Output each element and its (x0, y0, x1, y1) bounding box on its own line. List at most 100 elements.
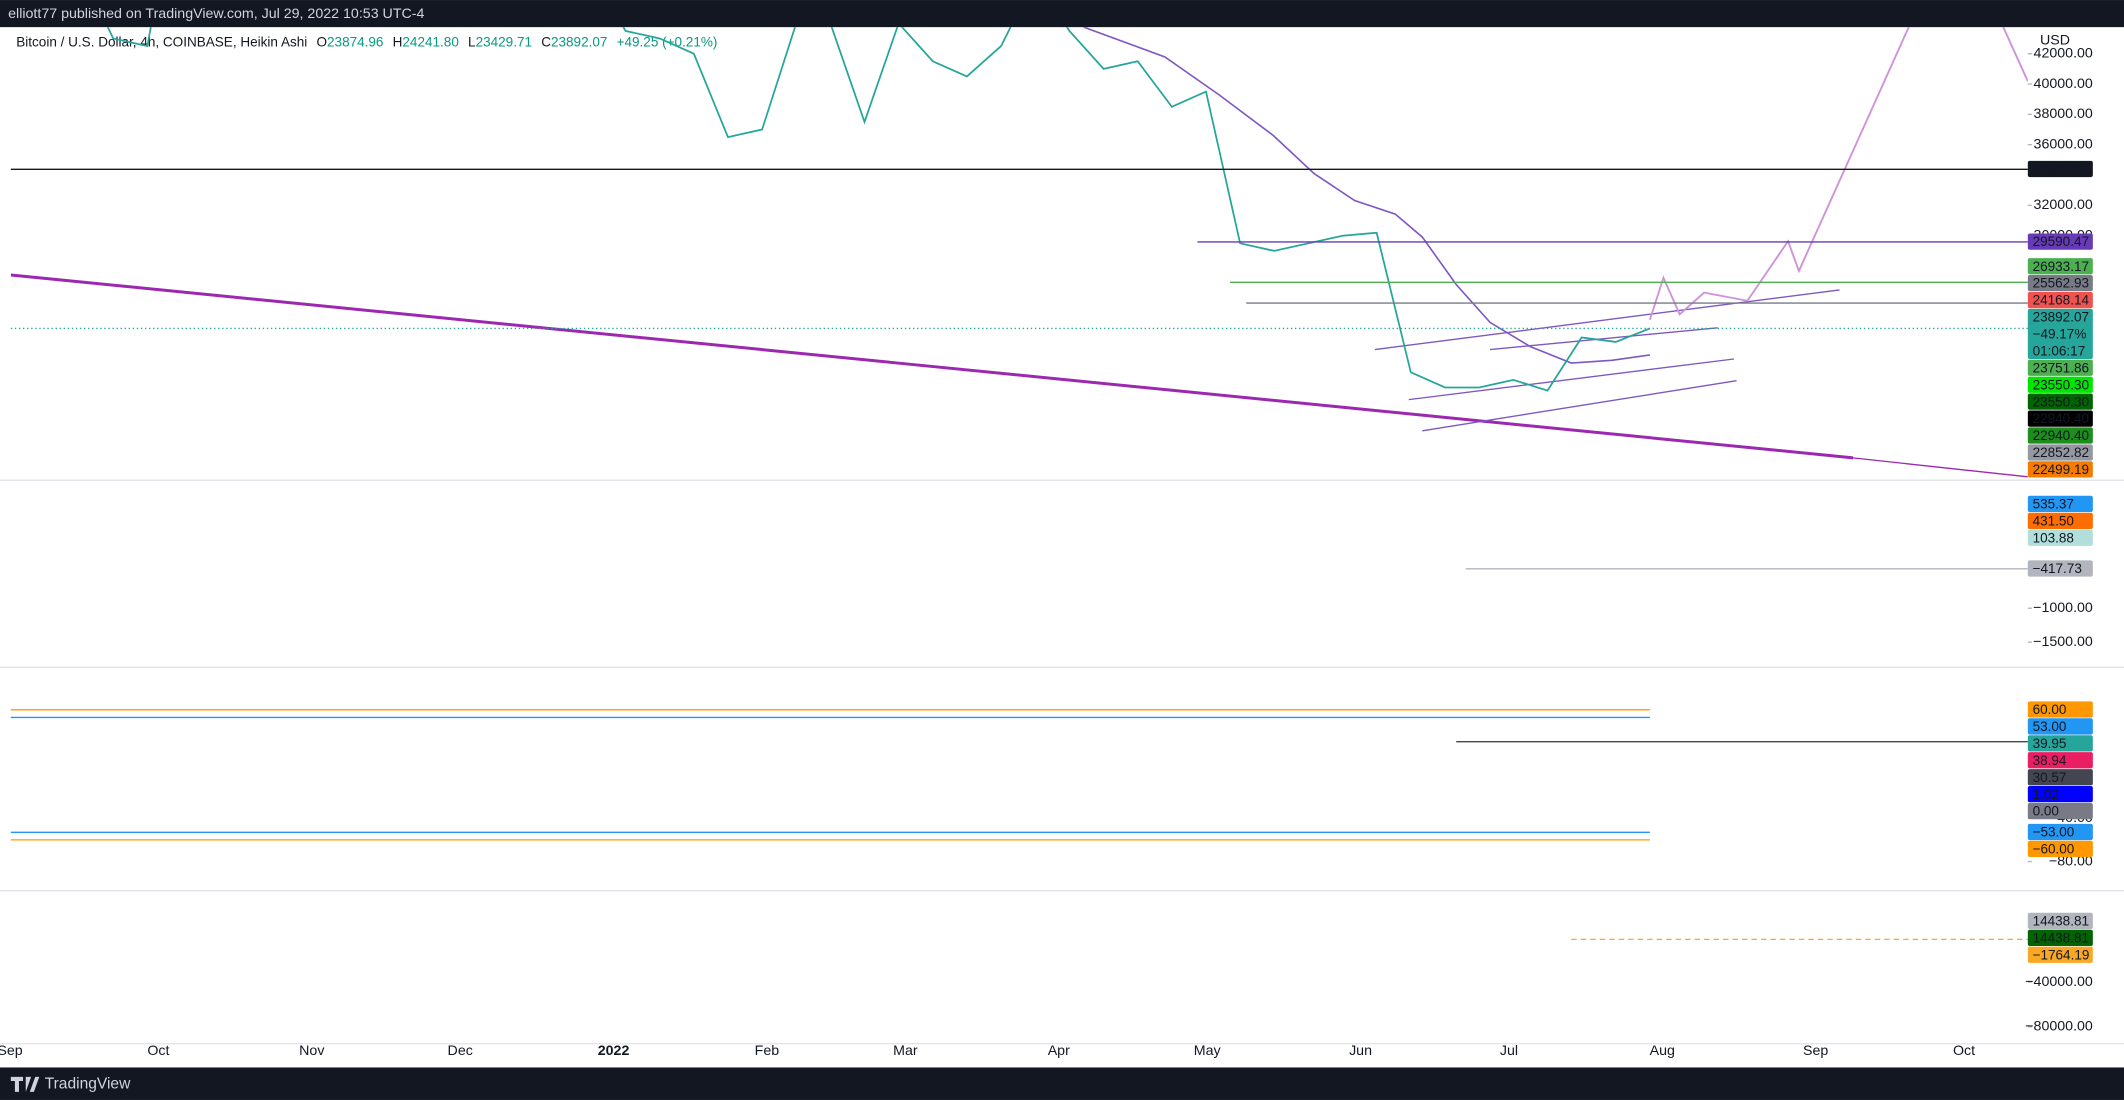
x-tick-label: Mar (893, 1043, 918, 1059)
ohlc-value: 23874.96 (327, 34, 383, 49)
x-tick-label: Jul (1500, 1043, 1518, 1059)
price-tag-label: 29590.47 (2033, 234, 2089, 249)
y-tick-label: −1500.00 (2033, 634, 2093, 650)
price-change: −49.17% (2033, 327, 2087, 342)
price-tag-label: 26933.17 (2033, 259, 2089, 274)
y-tick-label: −40000.00 (2025, 974, 2093, 990)
price-tag-label: 25562.93 (2033, 276, 2089, 291)
y-tick-label: 40000.00 (2034, 76, 2093, 92)
x-tick-label: Nov (299, 1043, 325, 1059)
symbol-legend: Bitcoin / U.S. Dollar, 4h, COINBASE, Hei… (16, 34, 717, 49)
price-tag-label: 22940.40 (2033, 428, 2089, 443)
x-tick-label: Jun (1349, 1043, 1372, 1059)
ohlc-value: 23892.07 (551, 34, 607, 49)
price-tag (2027, 735, 2093, 752)
price-tag-label: 535.37 (2033, 497, 2074, 512)
x-tick-label: Oct (147, 1043, 169, 1059)
price-tag-label: −417.73 (2033, 561, 2082, 576)
price-tag-label: 0.00 (2033, 804, 2059, 819)
price-tag-label: 22499.19 (2033, 462, 2089, 477)
price-tag (2027, 912, 2093, 930)
price-tag-label: 23892.07 (2033, 310, 2089, 325)
price-tag-label: 431.50 (2033, 513, 2074, 528)
price-tag-label: 23550.30 (2033, 377, 2089, 392)
pane-separators (0, 479, 2124, 1045)
x-tick-label: May (1194, 1043, 1222, 1059)
price-tag (2027, 560, 2093, 577)
price-tag-label: 24168.14 (2033, 293, 2090, 308)
price-tag (2027, 529, 2093, 546)
price-tag-label: −60.00 (2033, 841, 2075, 856)
channel-line (1489, 327, 1718, 351)
price-tag-label: 14438.81 (2033, 914, 2089, 929)
price-tag (2027, 840, 2093, 858)
price-tag (2027, 802, 2093, 820)
bar-countdown: 01:06:17 (2033, 343, 2086, 358)
price-tag (2027, 427, 2093, 444)
price-tag-label: 39.95 (2033, 736, 2067, 751)
price-tag (2027, 444, 2093, 461)
channel-line (1374, 289, 1840, 351)
y-tick-label: −1000.00 (2033, 600, 2093, 616)
x-tick-label: 2022 (598, 1043, 630, 1059)
y-tick-label: 36000.00 (2034, 136, 2093, 152)
brand-logo (10, 1076, 40, 1092)
brand-name: TradingView (45, 1075, 131, 1092)
price-tag-label: 1.02 (2033, 787, 2059, 802)
publisher-text: elliott77 published on TradingView.com, … (8, 6, 424, 22)
ohlc-key: O (316, 34, 327, 49)
symbol: Bitcoin / U.S. Dollar, 4h, COINBASE, Hei… (16, 34, 307, 49)
legend-backdrop (10, 29, 656, 55)
price-tag-label: 60.00 (2033, 702, 2067, 717)
price-tag (2027, 233, 2093, 250)
price-tag (2027, 786, 2093, 803)
ohlc-key: C (541, 34, 551, 49)
price-tag (2027, 308, 2093, 360)
ohlc-key: H (393, 34, 403, 49)
price-tag-label: 22940.40 (2033, 411, 2089, 426)
price-tag (2027, 769, 2093, 786)
price-line (106, 27, 1651, 392)
price-tag-label: 23550.30 (2033, 394, 2089, 409)
price-tag (2027, 512, 2093, 529)
moving-average (1083, 27, 1651, 364)
price-tag-label: −53.00 (2033, 825, 2075, 840)
drawings (10, 27, 2028, 478)
price-tag (2027, 461, 2093, 478)
footer-bar (0, 1067, 2124, 1100)
x-tick-label: Sep (0, 1043, 23, 1059)
price-tag (2027, 410, 2093, 427)
x-tick-label: Apr (1048, 1043, 1070, 1059)
price-tag-label: 14438.81 (2033, 930, 2089, 945)
projection-path (2002, 27, 2028, 82)
price-tag-label: 22852.82 (2033, 445, 2089, 460)
price-tag (2027, 946, 2093, 963)
x-tick-label: Sep (1803, 1043, 1828, 1059)
price-tag (2027, 495, 2093, 513)
x-tick-label: Aug (1650, 1043, 1675, 1059)
price-tag (2027, 929, 2093, 946)
currency: USD (2040, 32, 2070, 48)
projection-path (1648, 27, 1910, 321)
price-tag (2027, 393, 2093, 410)
price-tag-label: −1764.19 (2033, 947, 2090, 962)
publisher-bar (0, 0, 2124, 28)
price-tag-label: 23751.86 (2033, 360, 2089, 375)
price-tag (2027, 752, 2093, 769)
price-tag (2027, 701, 2093, 718)
y-tick-label: 42000.00 (2034, 45, 2093, 61)
ohlc-key: L (468, 34, 476, 49)
price-tag (2027, 291, 2093, 309)
price-tag-label: 30.57 (2033, 770, 2067, 785)
price-tag-label: 38.94 (2033, 753, 2067, 768)
price-tag (2027, 718, 2093, 735)
x-tick-label: Oct (1953, 1043, 1975, 1059)
y-tick-label: −80000.00 (2025, 1019, 2093, 1035)
price-tag (2027, 275, 2093, 292)
x-tick-label: Feb (755, 1043, 780, 1059)
ohlc-value: 24241.80 (402, 34, 458, 49)
price-group (106, 27, 1651, 392)
price-tag (2027, 376, 2093, 393)
